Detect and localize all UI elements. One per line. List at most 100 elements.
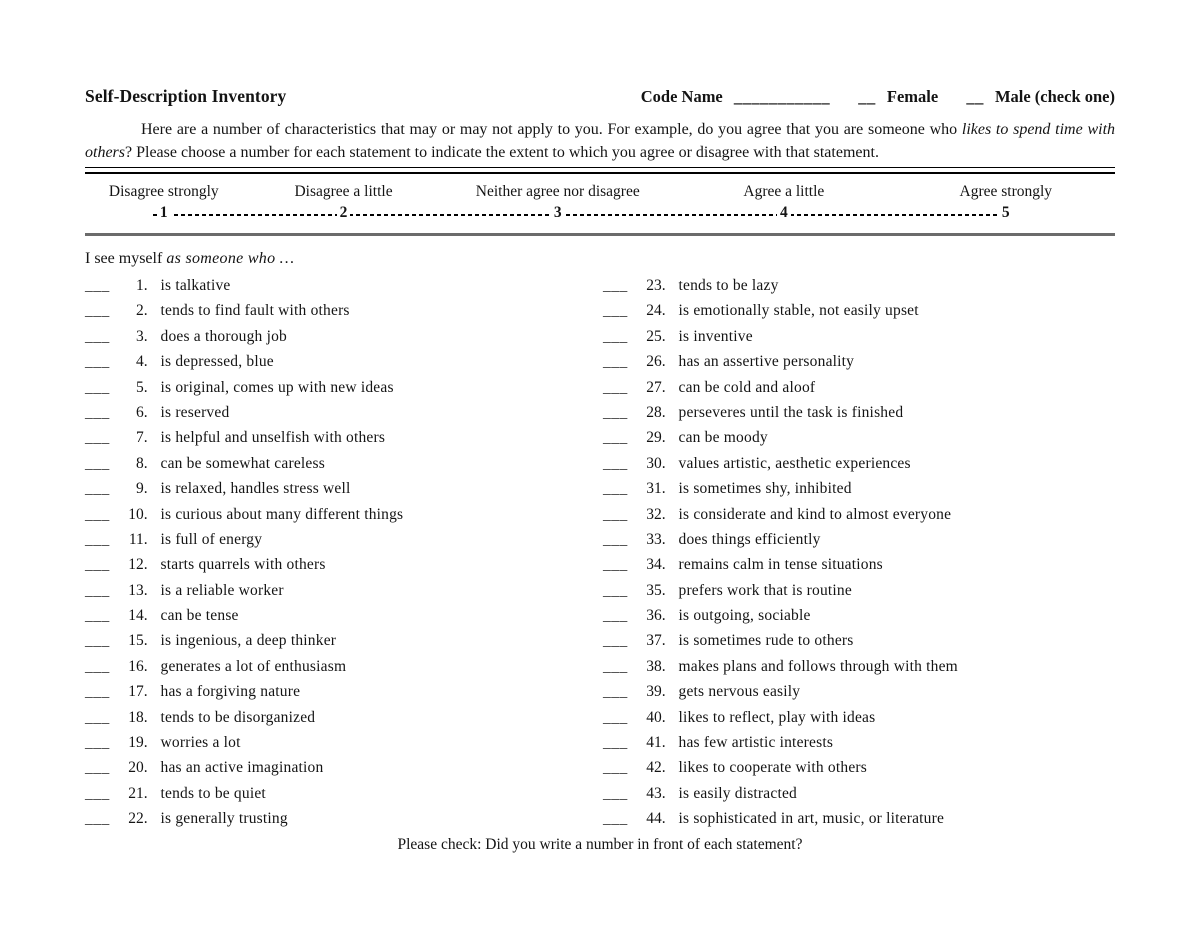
response-blank[interactable]: ___ [85, 556, 110, 574]
male-checkbox-blank[interactable]: __ [966, 87, 984, 106]
item-number: 29. [646, 429, 666, 447]
item-text: gets nervous easily [678, 683, 801, 701]
item-number: 24. [646, 302, 666, 320]
response-blank[interactable]: ___ [85, 277, 110, 294]
response-blank[interactable]: ___ [85, 607, 110, 625]
response-blank[interactable]: ___ [603, 378, 628, 396]
response-blank[interactable]: ___ [603, 480, 628, 498]
response-blank[interactable]: ___ [603, 454, 628, 472]
response-blank[interactable]: ___ [85, 784, 110, 802]
item-text: does a thorough job [160, 327, 287, 345]
response-blank[interactable]: ___ [85, 708, 110, 726]
response-blank[interactable]: ___ [85, 378, 110, 396]
item-text: is curious about many different things [160, 505, 404, 523]
item-number: 37. [646, 632, 666, 650]
response-blank[interactable]: ___ [85, 581, 110, 599]
response-blank[interactable]: ___ [85, 734, 110, 752]
code-name-blank[interactable]: ___________ [733, 87, 831, 106]
response-blank[interactable]: ___ [603, 277, 628, 294]
item-row: ___ 34. remains calm in tense situations [603, 552, 1115, 577]
item-number: 19. [128, 734, 148, 752]
item-row: ___ 36. is outgoing, sociable [603, 603, 1115, 628]
item-row: ___ 7. is helpful and unselfish with oth… [85, 425, 603, 450]
item-number: 25. [646, 327, 666, 345]
response-blank[interactable]: ___ [85, 683, 110, 701]
item-number: 18. [128, 708, 148, 726]
scale-label-1: Disagree strongly [108, 183, 219, 200]
response-blank[interactable]: ___ [603, 530, 628, 548]
item-row: ___ 4. is depressed, blue [85, 349, 603, 374]
item-number: 5. [136, 378, 148, 396]
response-blank[interactable]: ___ [85, 302, 110, 320]
response-blank[interactable]: ___ [85, 632, 110, 650]
response-blank[interactable]: ___ [603, 505, 628, 523]
item-text: is sophisticated in art, music, or liter… [678, 810, 945, 828]
item-row: ___ 23. tends to be lazy [603, 273, 1115, 298]
item-row: ___ 9. is relaxed, handles stress well [85, 476, 603, 501]
item-row: ___ 30. values artistic, aesthetic exper… [603, 451, 1115, 476]
response-blank[interactable]: ___ [85, 353, 110, 371]
item-number: 31. [646, 480, 666, 498]
response-blank[interactable]: ___ [603, 810, 628, 828]
response-blank[interactable]: ___ [603, 429, 628, 447]
female-checkbox-blank[interactable]: __ [858, 87, 876, 106]
scale-label-4: Agree a little [743, 183, 825, 200]
response-blank[interactable]: ___ [603, 632, 628, 650]
response-blank[interactable]: ___ [85, 505, 110, 523]
response-blank[interactable]: ___ [603, 353, 628, 371]
item-text: is considerate and kind to almost everyo… [678, 505, 952, 523]
item-row: ___ 44. is sophisticated in art, music, … [603, 806, 1115, 831]
scale-number-2: 2 [336, 202, 351, 224]
scale-dash-line [152, 214, 1007, 216]
scale-number-3: 3 [550, 202, 565, 224]
response-blank[interactable]: ___ [603, 657, 628, 675]
response-blank[interactable]: ___ [85, 327, 110, 345]
response-blank[interactable]: ___ [603, 683, 628, 701]
response-blank[interactable]: ___ [603, 327, 628, 345]
response-blank[interactable]: ___ [85, 810, 110, 828]
item-text: has an assertive personality [678, 353, 855, 371]
response-blank[interactable]: ___ [603, 734, 628, 752]
item-row: ___ 6. is reserved [85, 400, 603, 425]
item-row: ___ 3. does a thorough job [85, 324, 603, 349]
items-column-left: ___ 1. is talkative ___ 2. tends to find… [85, 273, 603, 832]
response-blank[interactable]: ___ [603, 556, 628, 574]
response-blank[interactable]: ___ [603, 403, 628, 421]
response-blank[interactable]: ___ [85, 530, 110, 548]
response-blank[interactable]: ___ [603, 302, 628, 320]
item-text: perseveres until the task is finished [678, 403, 904, 421]
scale-label-5: Agree strongly [959, 183, 1053, 200]
item-text: is relaxed, handles stress well [160, 480, 351, 498]
response-blank[interactable]: ___ [85, 454, 110, 472]
response-blank[interactable]: ___ [603, 708, 628, 726]
rating-scale-number-line: 1 2 3 4 5 [85, 202, 1115, 224]
response-blank[interactable]: ___ [85, 657, 110, 675]
response-blank[interactable]: ___ [603, 581, 628, 599]
item-row: ___ 35. prefers work that is routine [603, 578, 1115, 603]
response-blank[interactable]: ___ [85, 429, 110, 447]
item-number: 22. [128, 810, 148, 828]
response-blank[interactable]: ___ [603, 759, 628, 777]
response-blank[interactable]: ___ [85, 480, 110, 498]
response-blank[interactable]: ___ [603, 607, 628, 625]
item-text: starts quarrels with others [160, 556, 326, 574]
item-text: values artistic, aesthetic experiences [678, 454, 911, 472]
item-text: is emotionally stable, not easily upset [678, 302, 919, 320]
item-number: 17. [128, 683, 148, 701]
item-text: is outgoing, sociable [678, 607, 811, 625]
response-blank[interactable]: ___ [85, 759, 110, 777]
item-number: 11. [128, 530, 148, 548]
item-text: tends to be quiet [160, 784, 266, 802]
item-row: ___ 11. is full of energy [85, 527, 603, 552]
item-number: 41. [646, 734, 666, 752]
item-number: 14. [128, 607, 148, 625]
item-row: ___ 22. is generally trusting [85, 806, 603, 831]
item-text: has few artistic interests [678, 734, 834, 752]
instructions-example-italic: likes to spend time with others [85, 121, 1116, 161]
response-blank[interactable]: ___ [85, 403, 110, 421]
item-text: is ingenious, a deep thinker [160, 632, 337, 650]
response-blank[interactable]: ___ [603, 784, 628, 802]
item-number: 34. [646, 556, 666, 574]
item-text: tends to be lazy [678, 277, 779, 294]
item-text: likes to reflect, play with ideas [678, 708, 876, 726]
